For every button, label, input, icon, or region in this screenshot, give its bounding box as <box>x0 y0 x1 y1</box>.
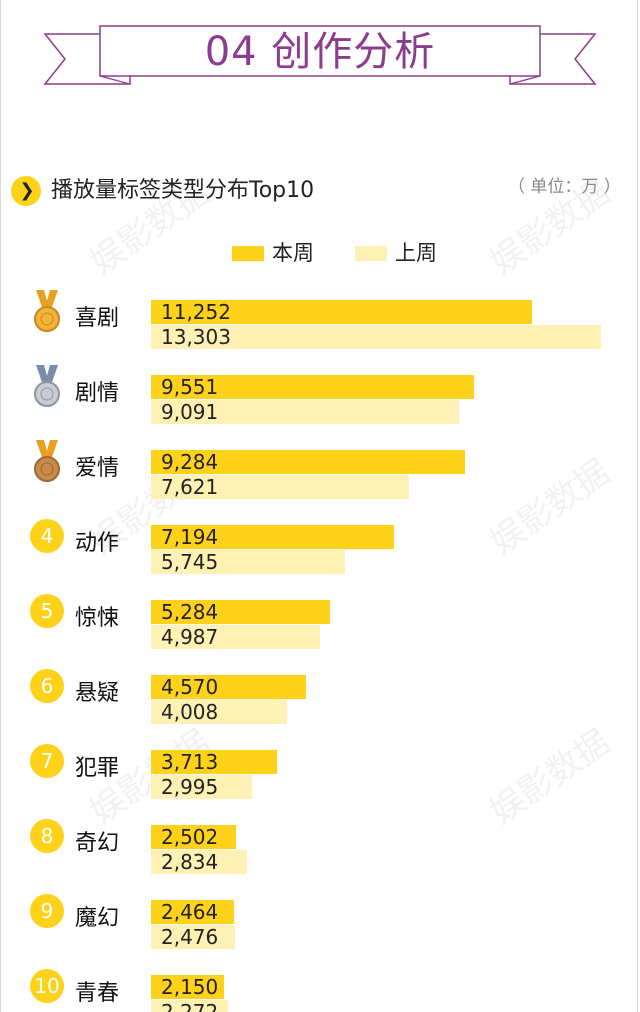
chart-row: 8 奇幻 2,502 2,834 <box>0 805 640 880</box>
data-label-current: 2,502 <box>161 825 219 849</box>
category-label: 悬疑 <box>75 681 120 706</box>
bar-current <box>151 300 532 324</box>
bar-current <box>151 450 465 474</box>
data-label-current: 9,284 <box>161 450 219 474</box>
legend-current: 本周 <box>232 238 314 268</box>
medal-icon <box>30 288 64 334</box>
chart-row: 喜剧 11,252 13,303 <box>0 280 640 355</box>
bar-previous <box>151 550 345 574</box>
rank-badge: 9 <box>30 894 64 928</box>
data-label-previous: 2,834 <box>161 850 219 874</box>
data-label-current: 2,464 <box>161 900 219 924</box>
category-label: 喜剧 <box>75 306 120 331</box>
rank-badge: 5 <box>30 594 64 628</box>
bar-current <box>151 900 234 924</box>
data-label-current: 5,284 <box>161 600 219 624</box>
chart-row: 7 犯罪 3,713 2,995 <box>0 730 640 805</box>
category-label: 爱情 <box>75 456 120 481</box>
rank-badge: 7 <box>30 744 64 778</box>
data-label-previous: 7,621 <box>161 475 219 499</box>
chart-row: 剧情 9,551 9,091 <box>0 355 640 430</box>
unit-label: （ 单位：万 ） <box>508 177 621 197</box>
rank-badge: 4 <box>30 519 64 553</box>
chart-row: 6 悬疑 4,570 4,008 <box>0 655 640 730</box>
data-label-previous: 2,272 <box>161 1000 219 1012</box>
bar-current <box>151 750 277 774</box>
data-label-current: 7,194 <box>161 525 219 549</box>
data-label-previous: 4,008 <box>161 700 219 724</box>
rank-badge: 8 <box>30 819 64 853</box>
data-label-previous: 13,303 <box>161 325 231 349</box>
bar-chart: 喜剧 11,252 13,303 剧情 9,551 9,091 爱情 9,284 7,621 4 动… <box>0 280 640 1012</box>
bar-previous <box>151 400 459 424</box>
bar-previous <box>151 625 320 649</box>
bar-current <box>151 825 236 849</box>
data-label-previous: 2,476 <box>161 925 219 949</box>
bar-previous <box>151 325 601 349</box>
data-label-previous: 2,995 <box>161 775 219 799</box>
data-label-current: 11,252 <box>161 300 231 324</box>
bar-current <box>151 600 330 624</box>
data-label-previous: 4,987 <box>161 625 219 649</box>
category-label: 奇幻 <box>75 831 120 856</box>
bar-current <box>151 525 394 549</box>
chart-row: 10 青春 2,150 2,272 <box>0 955 640 1012</box>
data-label-current: 9,551 <box>161 375 219 399</box>
banner-title: 04 创作分析 <box>204 29 436 75</box>
chart-row: 5 惊悚 5,284 4,987 <box>0 580 640 655</box>
bar-previous <box>151 850 247 874</box>
legend-label-previous: 上周 <box>395 241 437 265</box>
chart-row: 爱情 9,284 7,621 <box>0 430 640 505</box>
bar-current <box>151 675 306 699</box>
chart-row: 9 魔幻 2,464 2,476 <box>0 880 640 955</box>
ribbon-icon <box>43 25 597 85</box>
rank-badge: 10 <box>30 969 64 1003</box>
category-label: 魔幻 <box>75 906 120 931</box>
chevron-right-icon: ❯ <box>11 176 41 206</box>
bar-previous <box>151 775 252 799</box>
category-label: 惊悚 <box>75 606 120 631</box>
data-label-current: 4,570 <box>161 675 219 699</box>
data-label-current: 2,150 <box>161 975 219 999</box>
legend-swatch-current <box>232 245 264 261</box>
medal-icon <box>30 438 64 484</box>
data-label-previous: 9,091 <box>161 400 219 424</box>
legend-previous: 上周 <box>355 238 437 268</box>
section-banner: 04 创作分析 <box>40 22 600 92</box>
rank-badge: 6 <box>30 669 64 703</box>
legend-swatch-previous <box>355 245 387 261</box>
bar-previous <box>151 475 409 499</box>
data-label-current: 3,713 <box>161 750 219 774</box>
category-label: 青春 <box>75 981 120 1006</box>
bar-current <box>151 375 474 399</box>
bar-previous <box>151 925 235 949</box>
category-label: 动作 <box>75 531 120 556</box>
bar-current <box>151 975 224 999</box>
category-label: 犯罪 <box>75 756 120 781</box>
bar-previous <box>151 700 287 724</box>
category-label: 剧情 <box>75 381 120 406</box>
legend-label-current: 本周 <box>272 241 314 265</box>
data-label-previous: 5,745 <box>161 550 219 574</box>
medal-icon <box>30 363 64 409</box>
chart-row: 4 动作 7,194 5,745 <box>0 505 640 580</box>
chart-title: 播放量标签类型分布Top10 <box>51 178 315 203</box>
bar-previous <box>151 1000 228 1012</box>
